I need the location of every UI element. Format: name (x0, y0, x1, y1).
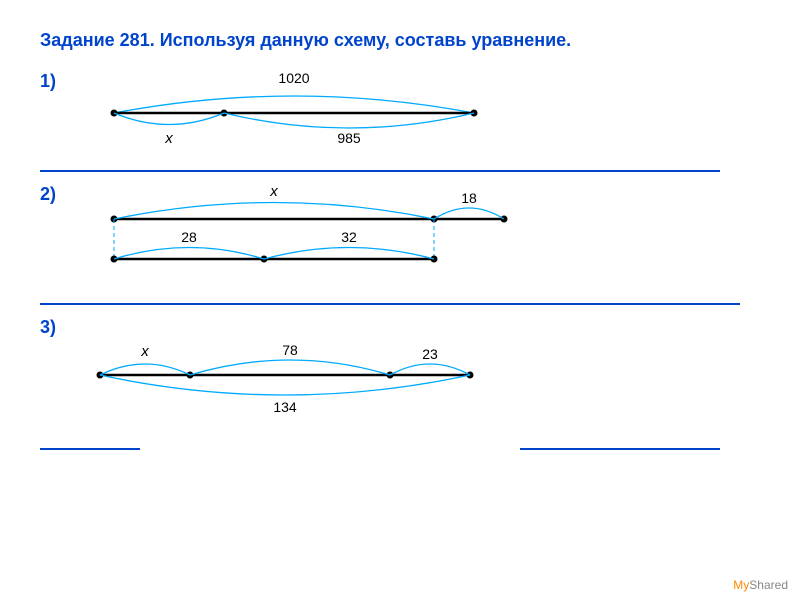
svg-text:134: 134 (273, 399, 297, 415)
answer-line-2 (40, 297, 740, 305)
problem-1-label: 1) (40, 71, 70, 92)
svg-text:23: 23 (422, 346, 438, 362)
problem-1: 1) 1020 x 985 (40, 71, 760, 156)
watermark: MyShared (733, 578, 788, 592)
answer-line-1 (40, 164, 720, 172)
svg-text:18: 18 (462, 190, 478, 206)
answer-line-3 (40, 430, 760, 450)
diagram-2: x 18 28 32 (74, 184, 544, 289)
task-title: Задание 281. Используя данную схему, сос… (40, 30, 760, 51)
diagram-1: 1020 x 985 (74, 71, 504, 156)
svg-text:28: 28 (182, 229, 198, 245)
problem-3-label: 3) (40, 317, 70, 338)
svg-text:78: 78 (282, 342, 298, 358)
diagram-3: x 78 23 134 (70, 340, 760, 430)
problem-2-label: 2) (40, 184, 70, 205)
svg-text:1020: 1020 (279, 71, 310, 86)
svg-text:x: x (165, 130, 174, 147)
problem-3: 3) (40, 317, 760, 338)
svg-text:x: x (140, 343, 149, 360)
svg-text:32: 32 (342, 229, 358, 245)
svg-text:985: 985 (338, 130, 362, 146)
svg-text:x: x (270, 184, 279, 200)
problem-2: 2) x 18 28 32 (40, 184, 760, 289)
